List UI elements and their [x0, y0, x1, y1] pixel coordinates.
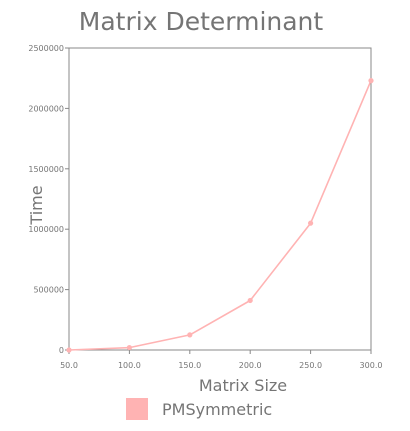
x-tick-label: 100.0	[118, 361, 141, 370]
data-point[interactable]	[308, 220, 314, 226]
data-point[interactable]	[247, 297, 253, 304]
legend[interactable]: PMSymmetric	[126, 398, 272, 420]
data-point[interactable]	[126, 344, 132, 351]
y-tick-label: 2500000	[28, 44, 64, 53]
x-tick-label: 300.0	[360, 361, 383, 370]
legend-swatch	[126, 398, 148, 420]
data-point[interactable]	[66, 347, 72, 353]
x-tick-label: 250.0	[299, 361, 322, 370]
y-axis-ticks: 0 500000 1000000 1500000 2000000 2500000	[28, 44, 69, 355]
y-tick-label: 1000000	[28, 225, 64, 234]
data-point[interactable]	[368, 78, 374, 84]
x-tick-label: 150.0	[178, 361, 201, 370]
y-tick-label: 1500000	[28, 165, 64, 174]
series-layer	[66, 78, 374, 353]
y-tick-label: 500000	[33, 286, 64, 295]
plot-area-frame	[68, 47, 372, 351]
y-tick-label: 0	[59, 346, 64, 355]
x-tick-label: 200.0	[239, 361, 262, 370]
legend-label: PMSymmetric	[162, 400, 272, 419]
x-tick-label: 50.0	[60, 361, 78, 370]
y-tick-label: 2000000	[28, 104, 64, 113]
series-line-pmsymmetric	[68, 80, 372, 351]
data-point[interactable]	[187, 332, 193, 338]
x-axis-title: Matrix Size	[199, 376, 287, 395]
chart-title: Matrix Determinant	[79, 7, 324, 36]
x-axis-ticks: 50.0 100.0 150.0 200.0 250.0 300.0	[60, 350, 382, 370]
y-axis-title: Time	[27, 185, 46, 225]
